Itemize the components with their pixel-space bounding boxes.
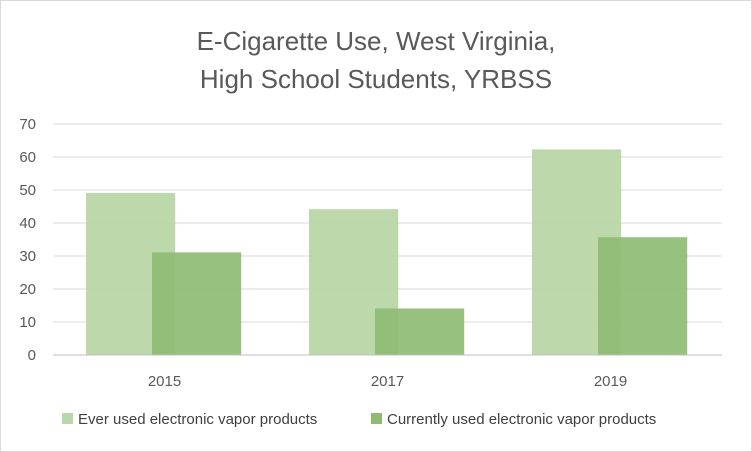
chart-title-line-2: High School Students, YRBSS	[200, 64, 552, 94]
y-tick-label: 30	[19, 248, 36, 265]
legend-swatch	[62, 413, 73, 424]
x-tick-label: 2017	[371, 373, 404, 390]
legend-swatch	[371, 413, 382, 424]
bar-2019-currently-used	[598, 237, 688, 355]
legend-label: Ever used electronic vapor products	[78, 411, 317, 428]
x-axis-ticks: 2015 2017 2019	[148, 373, 627, 390]
bars	[86, 149, 688, 355]
bar-2017-currently-used	[375, 308, 465, 355]
chart-title-line-1: E-Cigarette Use, West Virginia,	[197, 26, 556, 56]
y-tick-label: 20	[19, 281, 36, 298]
y-tick-label: 60	[19, 149, 36, 166]
y-tick-label: 70	[19, 116, 36, 133]
y-tick-label: 0	[28, 347, 36, 364]
chart-title: E-Cigarette Use, West Virginia, High Sch…	[197, 26, 556, 94]
legend-item: Ever used electronic vapor products	[62, 411, 317, 428]
bar-2015-currently-used	[152, 252, 242, 355]
y-tick-label: 40	[19, 215, 36, 232]
y-axis-ticks: 0 10 20 30 40 50 60 70	[19, 116, 36, 364]
x-tick-label: 2019	[594, 373, 627, 390]
y-tick-label: 10	[19, 314, 36, 331]
legend: Ever used electronic vapor products Curre…	[62, 411, 656, 428]
y-tick-label: 50	[19, 182, 36, 199]
legend-item: Currently used electronic vapor products	[371, 411, 656, 428]
x-tick-label: 2015	[148, 373, 181, 390]
legend-label: Currently used electronic vapor products	[387, 411, 656, 428]
